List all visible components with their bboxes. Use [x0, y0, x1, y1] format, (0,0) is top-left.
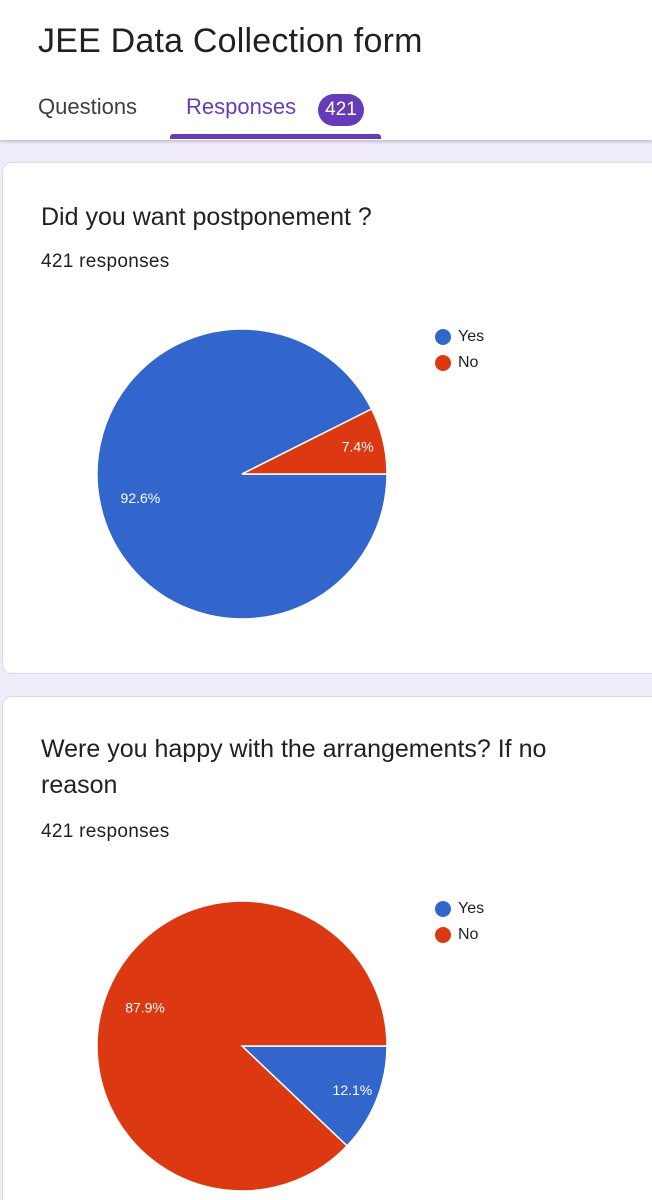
legend-item-no[interactable]: No: [435, 350, 484, 376]
pie-label-yes: 92.6%: [121, 490, 161, 506]
legend-label-yes: Yes: [458, 328, 485, 345]
responses-count-badge: 421: [318, 94, 364, 126]
question-card-postponement: Did you want postponement ? 421 response…: [2, 162, 652, 674]
pie-label-no: 7.4%: [342, 439, 374, 455]
response-count: 421 responses: [41, 821, 170, 842]
pie-label-no: 87.9%: [125, 999, 165, 1015]
form-title: JEE Data Collection form: [38, 22, 423, 60]
pie-chart-arrangements: 12.1% 87.9%: [96, 900, 388, 1192]
pie-slice-yes[interactable]: [240, 1045, 388, 1147]
active-tab-indicator: [170, 134, 381, 139]
chart-legend: Yes No: [435, 324, 484, 376]
legend-item-no[interactable]: No: [435, 922, 484, 948]
form-header: JEE Data Collection form Questions Respo…: [0, 0, 652, 140]
legend-label-yes: Yes: [458, 900, 485, 917]
tab-questions[interactable]: Questions: [38, 94, 138, 119]
pie-chart-postponement: 92.6% 7.4%: [96, 328, 388, 620]
question-title: Did you want postponement ?: [41, 203, 372, 231]
legend-dot-yes: [435, 329, 451, 345]
question-title: Were you happy with the arrangements? If…: [41, 735, 547, 799]
legend-item-yes[interactable]: Yes: [435, 896, 484, 922]
legend-dot-no: [435, 355, 451, 371]
question-card-arrangements: Were you happy with the arrangements? If…: [2, 696, 652, 1200]
legend-item-yes[interactable]: Yes: [435, 324, 484, 350]
pie-slice-no[interactable]: [241, 407, 388, 475]
pie-label-yes: 12.1%: [333, 1082, 373, 1098]
legend-label-no: No: [458, 354, 479, 371]
legend-label-no: No: [458, 926, 479, 943]
legend-dot-no: [435, 927, 451, 943]
response-count: 421 responses: [41, 251, 170, 272]
chart-legend: Yes No: [435, 896, 484, 948]
tab-responses[interactable]: Responses: [186, 94, 297, 119]
pie-slice-no[interactable]: [96, 900, 388, 1192]
legend-dot-yes: [435, 901, 451, 917]
